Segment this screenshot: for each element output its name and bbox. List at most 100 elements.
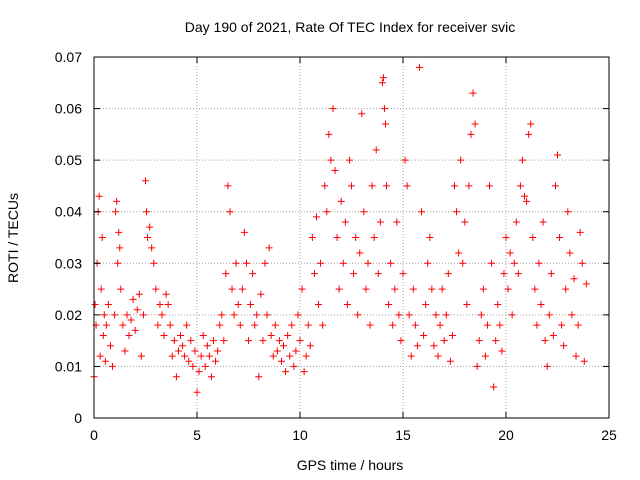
data-point: [172, 373, 180, 381]
data-point: [150, 259, 158, 267]
data-point: [448, 331, 456, 339]
data-point: [121, 347, 129, 355]
data-point: [144, 234, 152, 241]
data-point: [257, 290, 265, 298]
data-point: [185, 357, 193, 365]
data-point: [444, 270, 452, 278]
data-point: [428, 285, 436, 293]
data-point: [102, 321, 110, 329]
data-point: [125, 331, 133, 339]
data-point: [214, 347, 222, 355]
y-tick-label: 0.04: [55, 204, 82, 220]
data-point: [475, 337, 483, 345]
data-point: [189, 362, 197, 370]
data-point: [160, 331, 168, 339]
data-point: [442, 311, 450, 319]
data-point: [451, 182, 458, 190]
y-tick-label: 0.07: [55, 49, 82, 65]
data-point: [409, 285, 417, 293]
data-point: [154, 321, 162, 329]
data-point: [286, 352, 294, 360]
data-point: [164, 301, 172, 309]
data-point: [463, 301, 471, 309]
data-point: [570, 275, 578, 283]
data-point: [418, 208, 426, 216]
data-point: [218, 311, 226, 319]
data-point: [413, 342, 421, 350]
data-point: [99, 331, 107, 339]
data-point: [506, 249, 514, 257]
data-point: [146, 223, 154, 231]
data-point: [288, 321, 296, 329]
data-point: [525, 130, 533, 138]
y-tick-label: 0: [74, 410, 82, 426]
data-point: [131, 326, 139, 334]
data-point: [473, 362, 481, 370]
data-point: [142, 177, 149, 185]
data-point: [148, 244, 156, 252]
data-point: [209, 337, 217, 345]
data-point: [97, 285, 105, 293]
data-point: [426, 234, 434, 241]
data-point: [220, 337, 228, 345]
data-point: [115, 228, 123, 236]
x-axis-title: GPS time / hours: [297, 457, 404, 473]
data-point: [280, 342, 288, 350]
data-point: [389, 321, 397, 329]
data-point: [251, 321, 259, 329]
data-point: [95, 192, 103, 200]
data-point: [436, 321, 444, 329]
data-point: [300, 368, 308, 376]
data-point: [195, 368, 203, 376]
data-point: [267, 331, 275, 339]
data-point: [114, 259, 122, 267]
data-point: [496, 321, 504, 329]
data-point: [354, 311, 362, 319]
data-point: [304, 321, 312, 329]
data-point: [543, 362, 551, 370]
data-point: [547, 270, 555, 278]
data-point: [376, 218, 384, 226]
data-point: [572, 352, 580, 360]
data-point: [101, 357, 109, 365]
data-point: [170, 337, 178, 345]
data-point: [407, 352, 415, 360]
chart-title: Day 190 of 2021, Rate Of TEC Index for r…: [185, 19, 515, 35]
data-point: [471, 120, 479, 128]
data-point: [356, 249, 364, 257]
data-point: [422, 301, 430, 309]
data-point: [477, 311, 485, 319]
data-point: [306, 342, 314, 350]
data-point: [331, 166, 339, 174]
data-point: [298, 285, 306, 293]
data-point: [104, 301, 112, 309]
data-point: [362, 285, 370, 293]
data-point: [580, 357, 588, 365]
data-point: [502, 234, 510, 241]
data-point: [106, 342, 114, 350]
data-point: [385, 301, 393, 309]
data-point: [249, 270, 257, 278]
y-axis: 0 0.01 0.02 0.03 0.04 0.05 0.06 0.07: [55, 49, 609, 426]
data-point: [498, 347, 506, 355]
x-axis: 0 5 10 15 20 25: [90, 57, 617, 443]
data-point: [310, 270, 318, 278]
data-point: [199, 331, 207, 339]
data-point: [432, 311, 440, 319]
data-point: [514, 270, 522, 278]
data-point: [554, 151, 561, 159]
data-point: [420, 331, 428, 339]
data-point: [556, 234, 564, 241]
data-point: [537, 301, 545, 309]
data-point: [529, 234, 537, 241]
data-point: [275, 337, 283, 345]
data-point: [527, 120, 535, 128]
data-point: [457, 156, 465, 164]
data-point: [263, 311, 271, 319]
data-point: [325, 130, 333, 138]
data-point: [113, 197, 121, 205]
data-point: [455, 249, 463, 257]
data-point: [488, 259, 496, 267]
data-point: [576, 228, 584, 236]
data-point: [247, 301, 255, 309]
